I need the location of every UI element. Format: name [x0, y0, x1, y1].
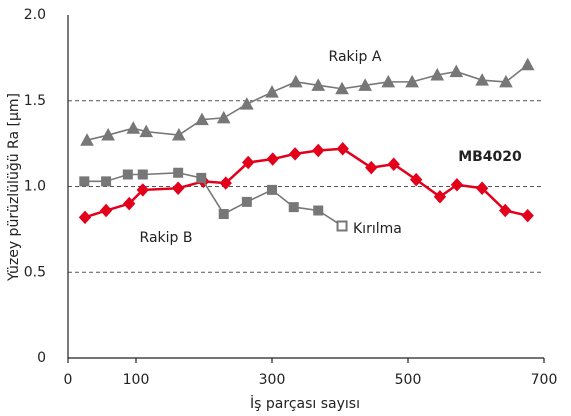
- marker: [521, 208, 534, 223]
- y-axis-label: Yüzey pürüzlülüğü Ra [µm]: [6, 93, 22, 282]
- marker: [136, 183, 149, 197]
- marker: [267, 184, 277, 195]
- annotation: Kırılma: [353, 221, 402, 237]
- marker: [358, 78, 373, 91]
- x-tick-label: 500: [395, 372, 422, 388]
- marker: [139, 124, 154, 138]
- marker: [241, 196, 252, 207]
- marker: [365, 160, 378, 175]
- marker: [336, 220, 348, 232]
- marker: [196, 172, 207, 183]
- marker: [336, 142, 349, 156]
- marker: [288, 74, 303, 88]
- y-tick-label: 1.0: [24, 179, 46, 195]
- marker: [123, 196, 136, 211]
- marker: [381, 74, 396, 88]
- marker: [409, 172, 423, 187]
- marker: [79, 176, 90, 187]
- marker: [387, 157, 400, 171]
- marker: [288, 147, 302, 161]
- x-tick-label: 300: [259, 372, 286, 388]
- marker: [450, 178, 464, 192]
- series-line: [84, 171, 343, 227]
- marker: [101, 128, 115, 141]
- marker: [239, 97, 254, 110]
- x-axis-label: İş parçası sayısı: [250, 394, 360, 412]
- marker: [265, 85, 279, 98]
- marker: [313, 205, 324, 216]
- x-tick-label: 0: [64, 372, 73, 388]
- y-tick-label: 0: [37, 350, 46, 366]
- series-label: Rakip A: [329, 49, 382, 65]
- x-tick-label: 700: [531, 372, 558, 388]
- marker: [171, 181, 185, 195]
- marker: [288, 202, 299, 213]
- marker: [218, 208, 229, 219]
- marker: [433, 190, 447, 204]
- marker: [335, 81, 349, 95]
- marker: [520, 57, 535, 71]
- marker: [99, 203, 113, 218]
- marker: [80, 133, 94, 146]
- marker: [78, 210, 92, 225]
- marker: [499, 203, 512, 218]
- y-tick-label: 1.5: [24, 93, 46, 109]
- marker: [137, 169, 148, 180]
- series-label: MB4020: [458, 149, 522, 165]
- series-label: Rakip B: [140, 230, 193, 246]
- marker: [312, 143, 325, 158]
- y-tick-label: 0.5: [24, 264, 46, 280]
- marker: [219, 176, 232, 190]
- y-tick-label: 2.0: [24, 7, 46, 23]
- marker: [405, 74, 419, 88]
- marker: [449, 64, 464, 78]
- marker: [216, 110, 231, 124]
- marker: [171, 128, 186, 141]
- marker: [242, 155, 255, 170]
- marker: [122, 169, 133, 180]
- marker: [311, 78, 326, 91]
- marker: [430, 67, 445, 81]
- marker: [173, 167, 184, 178]
- marker: [475, 73, 489, 86]
- marker: [499, 74, 513, 88]
- marker: [126, 121, 141, 134]
- x-tick-label: 100: [123, 372, 150, 388]
- marker: [195, 112, 209, 126]
- marker: [101, 176, 112, 187]
- marker: [266, 152, 279, 166]
- marker: [475, 181, 489, 195]
